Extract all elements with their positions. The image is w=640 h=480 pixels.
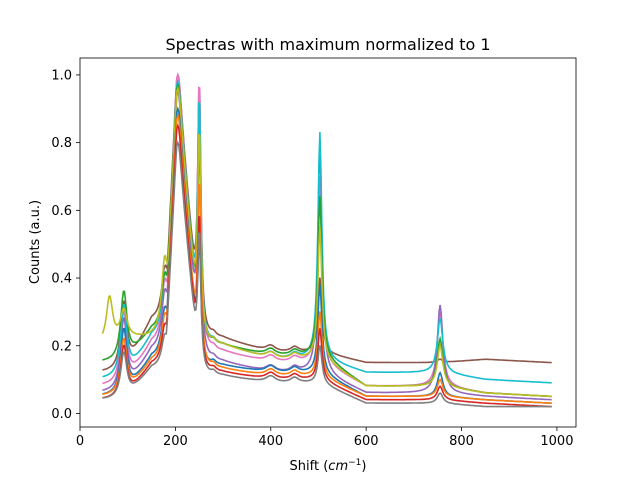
y-tick-label: 0.4 (51, 272, 72, 287)
x-axis-label-exponent: −1 (348, 458, 361, 468)
x-tick-label: 400 (258, 434, 283, 449)
y-tick-label: 1.0 (51, 68, 72, 83)
spectrum-line-9 (102, 140, 552, 408)
y-tick-label: 0.2 (51, 339, 72, 354)
spectrum-line-5 (101, 85, 552, 398)
y-axis: 0.0 0.2 0.4 0.6 0.8 1.0 (51, 68, 80, 422)
x-tick-label: 200 (163, 434, 188, 449)
x-tick-label: 800 (449, 434, 474, 449)
spectrum-line-3 (102, 78, 552, 384)
chart-title: Spectras with maximum normalized to 1 (165, 35, 490, 54)
y-tick-label: 0.8 (51, 136, 72, 151)
x-axis-label-unit: cm (328, 459, 348, 474)
spectrum-line-7 (102, 113, 552, 404)
x-axis-label: Shift (cm−1) (290, 458, 367, 474)
y-tick-label: 0.0 (51, 407, 72, 422)
x-axis: 0 200 400 600 800 1000 (76, 427, 573, 449)
x-tick-label: 1000 (540, 434, 573, 449)
x-tick-label: 0 (76, 434, 84, 449)
series-layer (101, 72, 552, 408)
y-tick-label: 0.6 (51, 204, 72, 219)
x-axis-label-close: ) (361, 459, 366, 474)
plot-frame (79, 57, 577, 428)
x-axis-label-main: Shift ( (290, 459, 329, 474)
x-tick-label: 600 (354, 434, 379, 449)
spectrum-line-8 (102, 123, 552, 408)
y-axis-label: Counts (a.u.) (28, 200, 43, 284)
